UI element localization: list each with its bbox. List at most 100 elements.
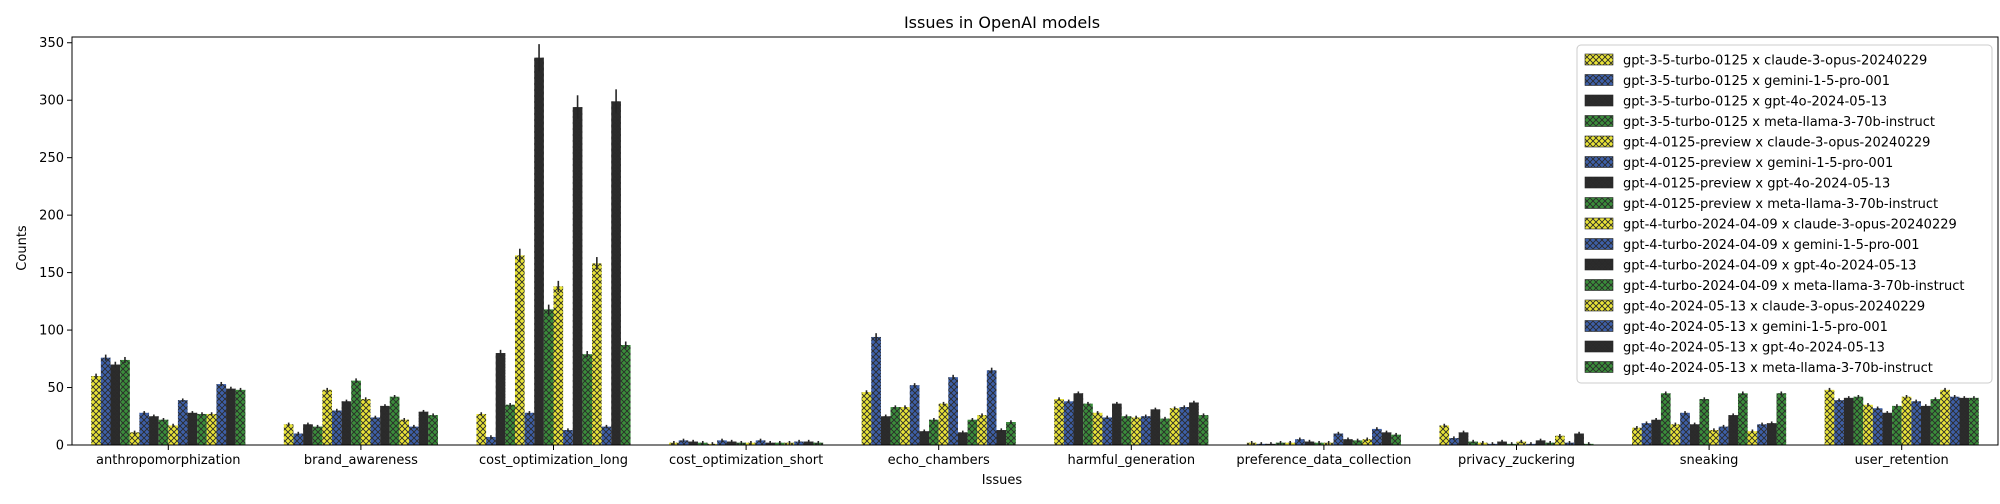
bar-hatch [370,417,381,445]
bar-hatch [1747,431,1758,445]
bar-hatch [1737,393,1748,445]
bar-hatch [1458,432,1469,445]
bar-hatch [341,401,352,445]
legend-label: gpt-4o-2024-05-13 x meta-llama-3-70b-ins… [1623,361,1933,376]
bar-hatch [601,426,612,445]
bar-hatch [1362,439,1373,445]
bar-hatch [486,436,496,445]
x-tick-label: echo_chambers [888,453,990,468]
bar-hatch [1198,415,1209,445]
bar-hatch [409,426,419,445]
bar-hatch [890,407,901,445]
bar-hatch [534,57,544,446]
bar-hatch [1882,412,1893,445]
bar-hatch [678,440,689,445]
x-tick-label: cost_optimization_long [479,453,628,468]
x-tick-label: harmful_generation [1067,453,1195,468]
y-tick-label: 200 [39,209,64,224]
bar-hatch [1073,393,1084,445]
bar-hatch [1728,415,1738,445]
bar-hatch [563,430,573,445]
bar-hatch [1959,397,1970,445]
bar-hatch [1709,430,1719,445]
legend-label: gpt-4-0125-preview x meta-llama-3-70b-in… [1623,197,1938,212]
bar-hatch [389,396,400,445]
bar-hatch [1179,407,1190,445]
legend-label: gpt-4o-2024-05-13 x gpt-4o-2024-05-13 [1623,341,1885,356]
bar-hatch [986,370,997,445]
bar-hatch [476,413,487,445]
y-tick-label: 150 [39,266,64,281]
legend-swatch-hatch [1585,341,1613,352]
bar-hatch [110,364,121,445]
bar-hatch [129,432,140,445]
bar-hatch [1689,424,1700,445]
bar-hatch [1824,389,1835,445]
bar-hatch [572,107,583,445]
bar-hatch [948,377,958,445]
bar-hatch [158,419,169,445]
bar-hatch [1189,402,1199,445]
bar-hatch [91,376,101,445]
bar-hatch [351,380,361,445]
bar-hatch [1439,425,1450,445]
bar-hatch [332,410,342,445]
bar-hatch [1718,426,1729,445]
bar-hatch [1930,399,1941,445]
bar-hatch [592,263,602,445]
bar-hatch [1863,404,1873,445]
legend-swatch-hatch [1585,95,1613,106]
plot-frame [71,36,1999,446]
chart-title: Issues in OpenAI models [904,13,1100,32]
bar-hatch [1160,418,1170,445]
x-tick-label: sneaking [1680,453,1739,468]
bar-hatch [495,353,506,445]
legend-label: gpt-3-5-turbo-0125 x claude-3-opus-20240… [1623,54,1927,69]
bar-hatch [1555,435,1565,445]
bar-hatch [139,412,150,445]
bar-hatch [620,345,631,445]
legend-label: gpt-4-turbo-2024-04-09 x claude-3-opus-2… [1623,218,1957,233]
bar-hatch [1641,423,1652,445]
bar-hatch [1574,433,1584,445]
bar-hatch [216,384,227,445]
bar-hatch [293,433,304,445]
bar-hatch [611,101,621,445]
legend-swatch-hatch [1585,115,1613,127]
bar-hatch [1632,427,1642,445]
y-axis: 0 50 100 150 200 250 300 350 [39,36,72,454]
bar-hatch [360,399,371,445]
bar-hatch [1699,399,1710,445]
legend-label: gpt-4-0125-preview x gemini-1-5-pro-001 [1623,156,1893,171]
y-tick-label: 100 [39,324,64,339]
bar-hatch [380,405,390,445]
bar-hatch [187,412,198,445]
bar-hatch [428,415,438,445]
bar-hatch [1872,408,1883,445]
y-tick-label: 0 [56,439,64,454]
bar-hatch [929,419,939,445]
bar-hatch [1940,389,1950,445]
bar-hatch [900,407,910,445]
bar-hatch [283,424,294,445]
bar-hatch [1083,403,1093,445]
x-tick-label: anthropomorphization [96,453,241,468]
bar-hatch [1853,396,1864,445]
x-tick-label: preference_data_collection [1236,453,1411,468]
bar-hatch [1449,438,1459,445]
legend-swatch-hatch [1585,197,1613,209]
y-axis-label: Counts [15,225,30,271]
bar-hatch [871,336,881,445]
legend-swatch-hatch [1585,279,1613,291]
bar-hatch [1343,439,1353,445]
bar-hatch [1660,393,1671,445]
legend-label: gpt-4o-2024-05-13 x gemini-1-5-pro-001 [1623,320,1888,335]
bar-hatch [1140,416,1151,445]
legend-swatch-hatch [1585,136,1613,147]
bar-hatch [303,424,313,445]
legend-box [1576,44,1993,384]
bar-hatch [505,404,515,445]
bar-hatch [1352,440,1363,445]
x-tick-label: privacy_zuckering [1458,453,1575,468]
bar-hatch [1295,439,1305,445]
